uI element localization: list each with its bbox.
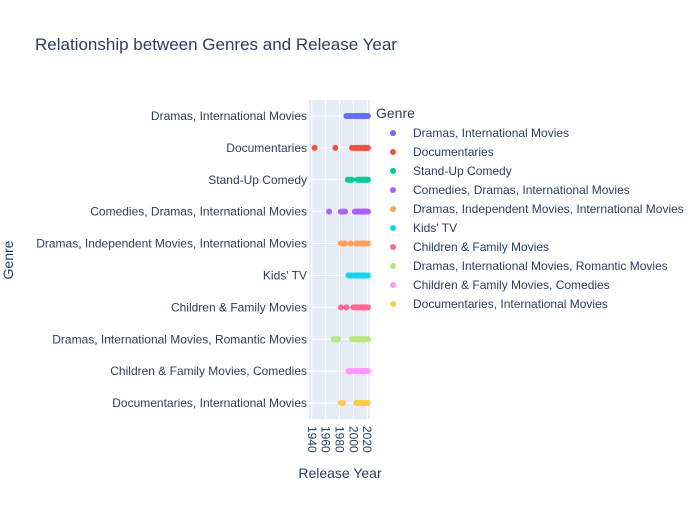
legend-marker: [390, 301, 396, 307]
x-tick-label: 2020: [360, 426, 374, 453]
legend-marker: [390, 168, 396, 174]
series-points: [337, 304, 371, 311]
y-tick-label: Comedies, Dramas, International Movies: [90, 205, 307, 219]
data-point[interactable]: [364, 272, 371, 279]
legend-title: Genre: [376, 105, 415, 121]
legend-marker: [390, 282, 396, 288]
legend-marker: [390, 263, 396, 269]
y-axis-title: Genre: [0, 240, 16, 279]
y-tick-label: Dramas, International Movies: [151, 109, 307, 123]
legend-marker: [390, 206, 396, 212]
legend[interactable]: Genre Dramas, International Movies Docume…: [376, 105, 684, 311]
series-points: [345, 368, 371, 375]
legend-item[interactable]: Documentaries: [390, 145, 494, 159]
data-point[interactable]: [364, 336, 371, 343]
data-point[interactable]: [335, 336, 342, 343]
x-axis-title: Release Year: [298, 465, 382, 481]
data-point[interactable]: [332, 144, 339, 151]
data-point[interactable]: [364, 240, 371, 247]
legend-marker: [390, 187, 396, 193]
legend-item[interactable]: Stand-Up Comedy: [390, 164, 512, 178]
series-points: [345, 272, 371, 279]
legend-label: Kids' TV: [413, 221, 457, 235]
legend-label: Children & Family Movies: [413, 240, 549, 254]
y-tick-label: Kids' TV: [263, 268, 307, 282]
legend-marker: [390, 130, 396, 136]
legend-item[interactable]: Children & Family Movies: [390, 240, 549, 254]
y-tick-label: Dramas, Independent Movies, Internationa…: [36, 237, 307, 251]
y-tick-label: Dramas, International Movies, Romantic M…: [52, 332, 307, 346]
x-tick-label: 1940: [305, 426, 319, 453]
legend-label: Stand-Up Comedy: [413, 164, 512, 178]
data-point[interactable]: [339, 400, 346, 407]
plot-area: 1940 1960 1980 2000 2020 Dramas, Internationa…: [36, 100, 374, 453]
x-tick-label: 1960: [319, 426, 333, 453]
legend-item[interactable]: Comedies, Dramas, International Movies: [390, 183, 630, 197]
legend-label: Comedies, Dramas, International Movies: [413, 183, 630, 197]
x-tick-label: 2000: [346, 426, 360, 453]
data-point[interactable]: [337, 304, 344, 311]
legend-label: Documentaries, International Movies: [413, 297, 608, 311]
legend-item[interactable]: Documentaries, International Movies: [390, 297, 608, 311]
data-point[interactable]: [364, 176, 371, 183]
series-points: [343, 112, 371, 119]
legend-item[interactable]: Children & Family Movies, Comedies: [390, 278, 610, 292]
y-tick-label: Children & Family Movies: [171, 300, 307, 314]
legend-label: Dramas, International Movies: [413, 126, 569, 140]
data-point[interactable]: [343, 304, 350, 311]
y-tick-label: Children & Family Movies, Comedies: [110, 364, 307, 378]
legend-marker: [390, 244, 396, 250]
legend-item[interactable]: Kids' TV: [390, 221, 457, 235]
series-points: [344, 176, 371, 183]
legend-label: Documentaries: [413, 145, 494, 159]
data-point[interactable]: [364, 144, 371, 151]
data-point[interactable]: [348, 176, 355, 183]
legend-label: Dramas, Independent Movies, Internationa…: [413, 202, 684, 216]
series-points: [337, 400, 371, 407]
legend-marker: [390, 225, 396, 231]
y-tick-label: Documentaries: [226, 141, 307, 155]
series-points: [330, 336, 371, 343]
x-tick-label: 1980: [333, 426, 347, 453]
data-point[interactable]: [342, 240, 349, 247]
legend-label: Children & Family Movies, Comedies: [413, 278, 610, 292]
legend-item[interactable]: Dramas, International Movies, Romantic M…: [390, 259, 668, 273]
legend-item[interactable]: Dramas, Independent Movies, Internationa…: [390, 202, 684, 216]
data-point[interactable]: [364, 368, 371, 375]
data-point[interactable]: [364, 400, 371, 407]
series-points: [337, 240, 371, 247]
series-points: [326, 208, 371, 215]
data-point[interactable]: [364, 112, 371, 119]
data-point[interactable]: [326, 208, 333, 215]
data-point[interactable]: [347, 240, 354, 247]
data-point[interactable]: [364, 208, 371, 215]
chart-title: Relationship between Genres and Release …: [35, 35, 397, 54]
data-point[interactable]: [342, 208, 349, 215]
legend-marker: [390, 149, 396, 155]
legend-label: Dramas, International Movies, Romantic M…: [413, 259, 668, 273]
data-point[interactable]: [311, 144, 318, 151]
data-point[interactable]: [364, 304, 371, 311]
series-points: [311, 144, 371, 151]
y-tick-label: Documentaries, International Movies: [112, 396, 307, 410]
legend-item[interactable]: Dramas, International Movies: [390, 126, 569, 140]
y-tick-label: Stand-Up Comedy: [208, 173, 307, 187]
